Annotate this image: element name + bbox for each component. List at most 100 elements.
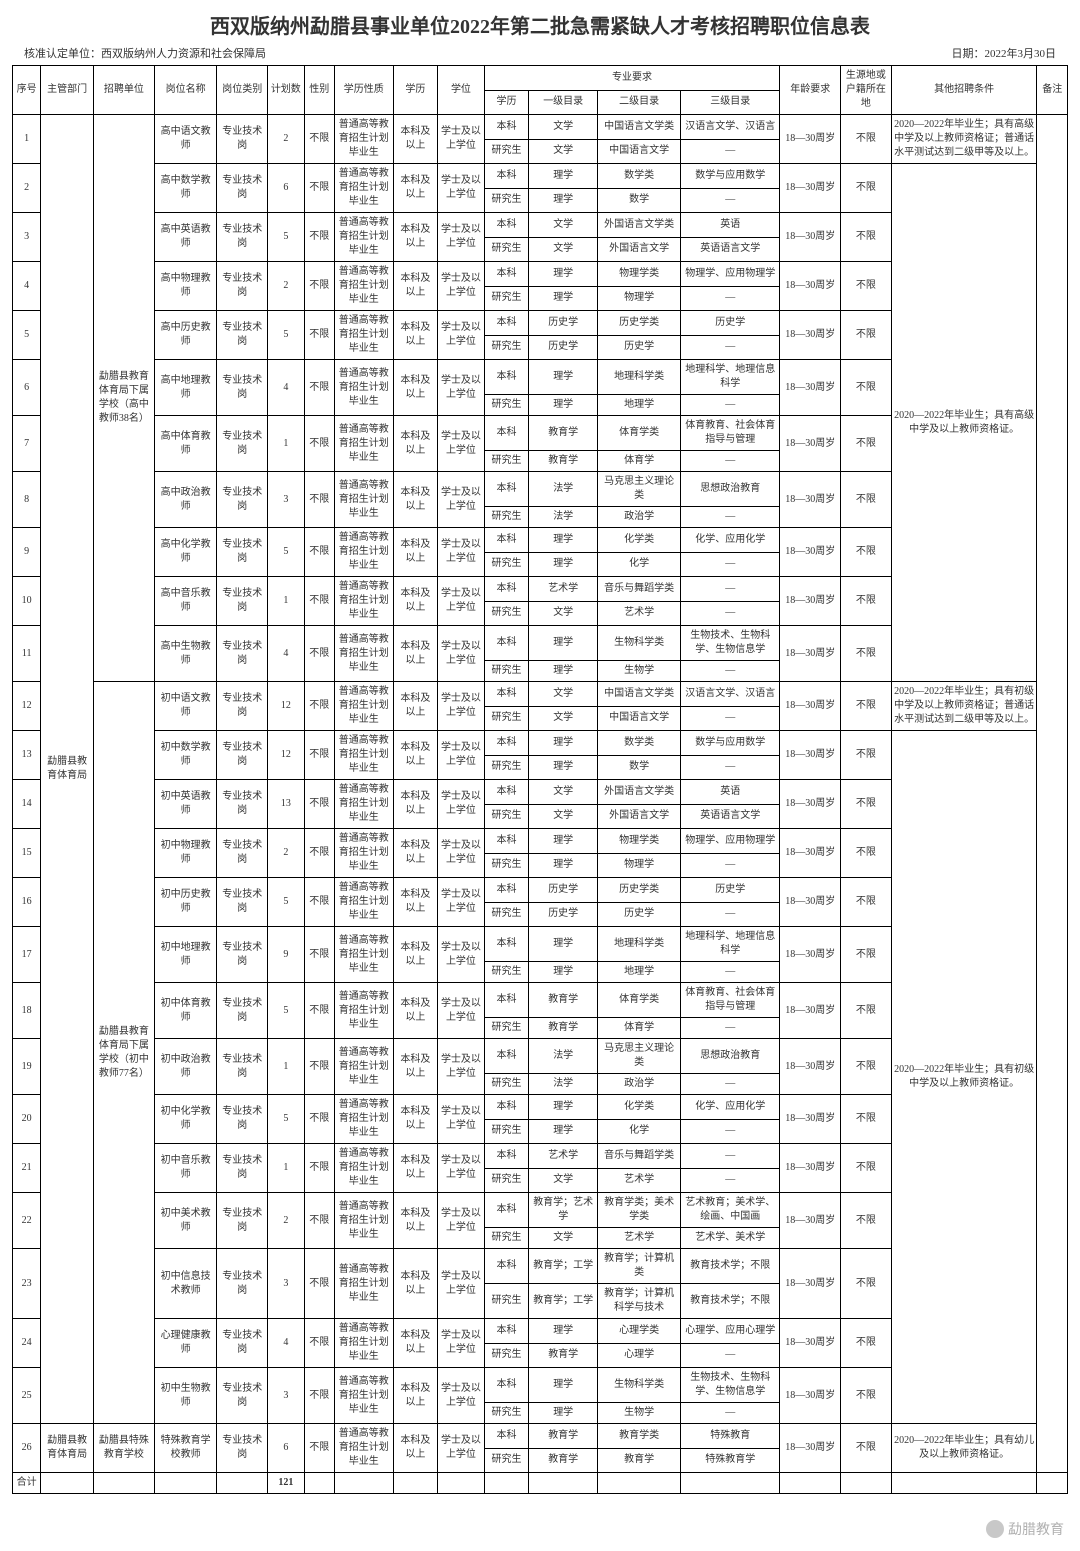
cell: 普通高等教育招生计划毕业生 — [334, 829, 393, 878]
cell: — — [681, 1168, 780, 1193]
cell: 18—30周岁 — [780, 780, 841, 829]
cell: 思想政治教育 — [681, 1039, 780, 1074]
cell: 2020—2022年毕业生；具有初级中学及以上教师资格证。 — [891, 731, 1037, 1424]
cell: 5 — [268, 878, 304, 927]
cell: 不限 — [841, 927, 892, 983]
cell: 勐腊县特殊教育学校 — [93, 1424, 154, 1473]
cell: 教育学 — [529, 1424, 598, 1449]
th-seq: 序号 — [13, 66, 41, 115]
cell: 2 — [268, 1193, 304, 1249]
cell: 18—30周岁 — [780, 311, 841, 360]
cell: 8 — [13, 472, 41, 528]
cell: 专业技术岗 — [217, 577, 268, 626]
cell: 学士及以上学位 — [438, 1319, 485, 1368]
cell: 本科及以上 — [393, 164, 438, 213]
cell: 历史学 — [529, 311, 598, 336]
cell: 本科 — [484, 577, 529, 602]
cell: 地理学 — [598, 962, 681, 983]
cell: 体育学类 — [598, 416, 681, 451]
cell: 高中历史教师 — [154, 311, 217, 360]
cell: 不限 — [304, 164, 334, 213]
cell: 体育学类 — [598, 983, 681, 1018]
cell: 学士及以上学位 — [438, 731, 485, 780]
cell: 物理学 — [598, 286, 681, 311]
cell: 理学 — [529, 164, 598, 189]
cell: 外国语言文学类 — [598, 780, 681, 805]
cell: 化学 — [598, 552, 681, 577]
th-edunature: 学历性质 — [334, 66, 393, 115]
cell: 学士及以上学位 — [438, 115, 485, 164]
cell: — — [681, 335, 780, 360]
th-unit: 招聘单位 — [93, 66, 154, 115]
cell: 5 — [268, 983, 304, 1039]
cell: 历史学类 — [598, 878, 681, 903]
cell: 本科及以上 — [393, 682, 438, 731]
cell: 高中化学教师 — [154, 528, 217, 577]
cell: 5 — [13, 311, 41, 360]
cell: 9 — [13, 528, 41, 577]
cell: 研究生 — [484, 1228, 529, 1249]
cell: 文学 — [529, 682, 598, 707]
cell: 理学 — [529, 1403, 598, 1424]
cell: 本科及以上 — [393, 829, 438, 878]
cell: 不限 — [304, 927, 334, 983]
cell: 初中音乐教师 — [154, 1144, 217, 1193]
cell: 不限 — [841, 416, 892, 472]
cell: 不限 — [304, 1193, 334, 1249]
th-poscat: 岗位类别 — [217, 66, 268, 115]
cell: 本科及以上 — [393, 731, 438, 780]
cell: 文学 — [529, 213, 598, 238]
cell: 18—30周岁 — [780, 1319, 841, 1368]
cell: 本科及以上 — [393, 115, 438, 164]
cell: 本科 — [484, 829, 529, 854]
cell: 本科及以上 — [393, 780, 438, 829]
cell: 理学 — [529, 1319, 598, 1344]
cell: 教育技术学；不限 — [681, 1249, 780, 1284]
cell: 数学 — [598, 188, 681, 213]
cell: 普通高等教育招生计划毕业生 — [334, 780, 393, 829]
cell: 普通高等教育招生计划毕业生 — [334, 577, 393, 626]
cell: 25 — [13, 1368, 41, 1424]
cell: 学士及以上学位 — [438, 1095, 485, 1144]
cell: 本科及以上 — [393, 360, 438, 416]
cell: 研究生 — [484, 1168, 529, 1193]
th-m4: 三级目录 — [681, 90, 780, 115]
cell: 理学 — [529, 262, 598, 287]
cell: 初中信息技术教师 — [154, 1249, 217, 1319]
cell: 文学 — [529, 706, 598, 731]
cell: 本科 — [484, 682, 529, 707]
cell: 不限 — [304, 577, 334, 626]
cell: 物理学、应用物理学 — [681, 829, 780, 854]
cell: 不限 — [304, 780, 334, 829]
cell: 不限 — [304, 829, 334, 878]
cell: 艺术学 — [529, 577, 598, 602]
cell: 地理科学类 — [598, 927, 681, 962]
cell: 12 — [268, 731, 304, 780]
cell: 学士及以上学位 — [438, 1368, 485, 1424]
cell: 3 — [13, 213, 41, 262]
cell: 本科及以上 — [393, 1368, 438, 1424]
cell: 历史学类 — [598, 311, 681, 336]
cell: — — [681, 507, 780, 528]
cell: 不限 — [841, 528, 892, 577]
cell: 不限 — [841, 1319, 892, 1368]
th-m1: 学历 — [484, 90, 529, 115]
cell: 化学类 — [598, 528, 681, 553]
cell: 2 — [268, 829, 304, 878]
cell: 初中数学教师 — [154, 731, 217, 780]
cell: — — [681, 1119, 780, 1144]
cell: 初中体育教师 — [154, 983, 217, 1039]
cell: 学士及以上学位 — [438, 360, 485, 416]
cell: 外国语言文学 — [598, 237, 681, 262]
cell: 不限 — [841, 1039, 892, 1095]
cell: 普通高等教育招生计划毕业生 — [334, 927, 393, 983]
cell: 专业技术岗 — [217, 1424, 268, 1473]
cell: 理学 — [529, 927, 598, 962]
cell: 本科及以上 — [393, 983, 438, 1039]
cell: 研究生 — [484, 804, 529, 829]
cell: 初中政治教师 — [154, 1039, 217, 1095]
cell: 4 — [268, 1319, 304, 1368]
cell: 勐腊县教育体育局下属学校（初中教师77名） — [93, 682, 154, 1424]
cell: 1 — [268, 1144, 304, 1193]
cell: 物理学 — [598, 853, 681, 878]
